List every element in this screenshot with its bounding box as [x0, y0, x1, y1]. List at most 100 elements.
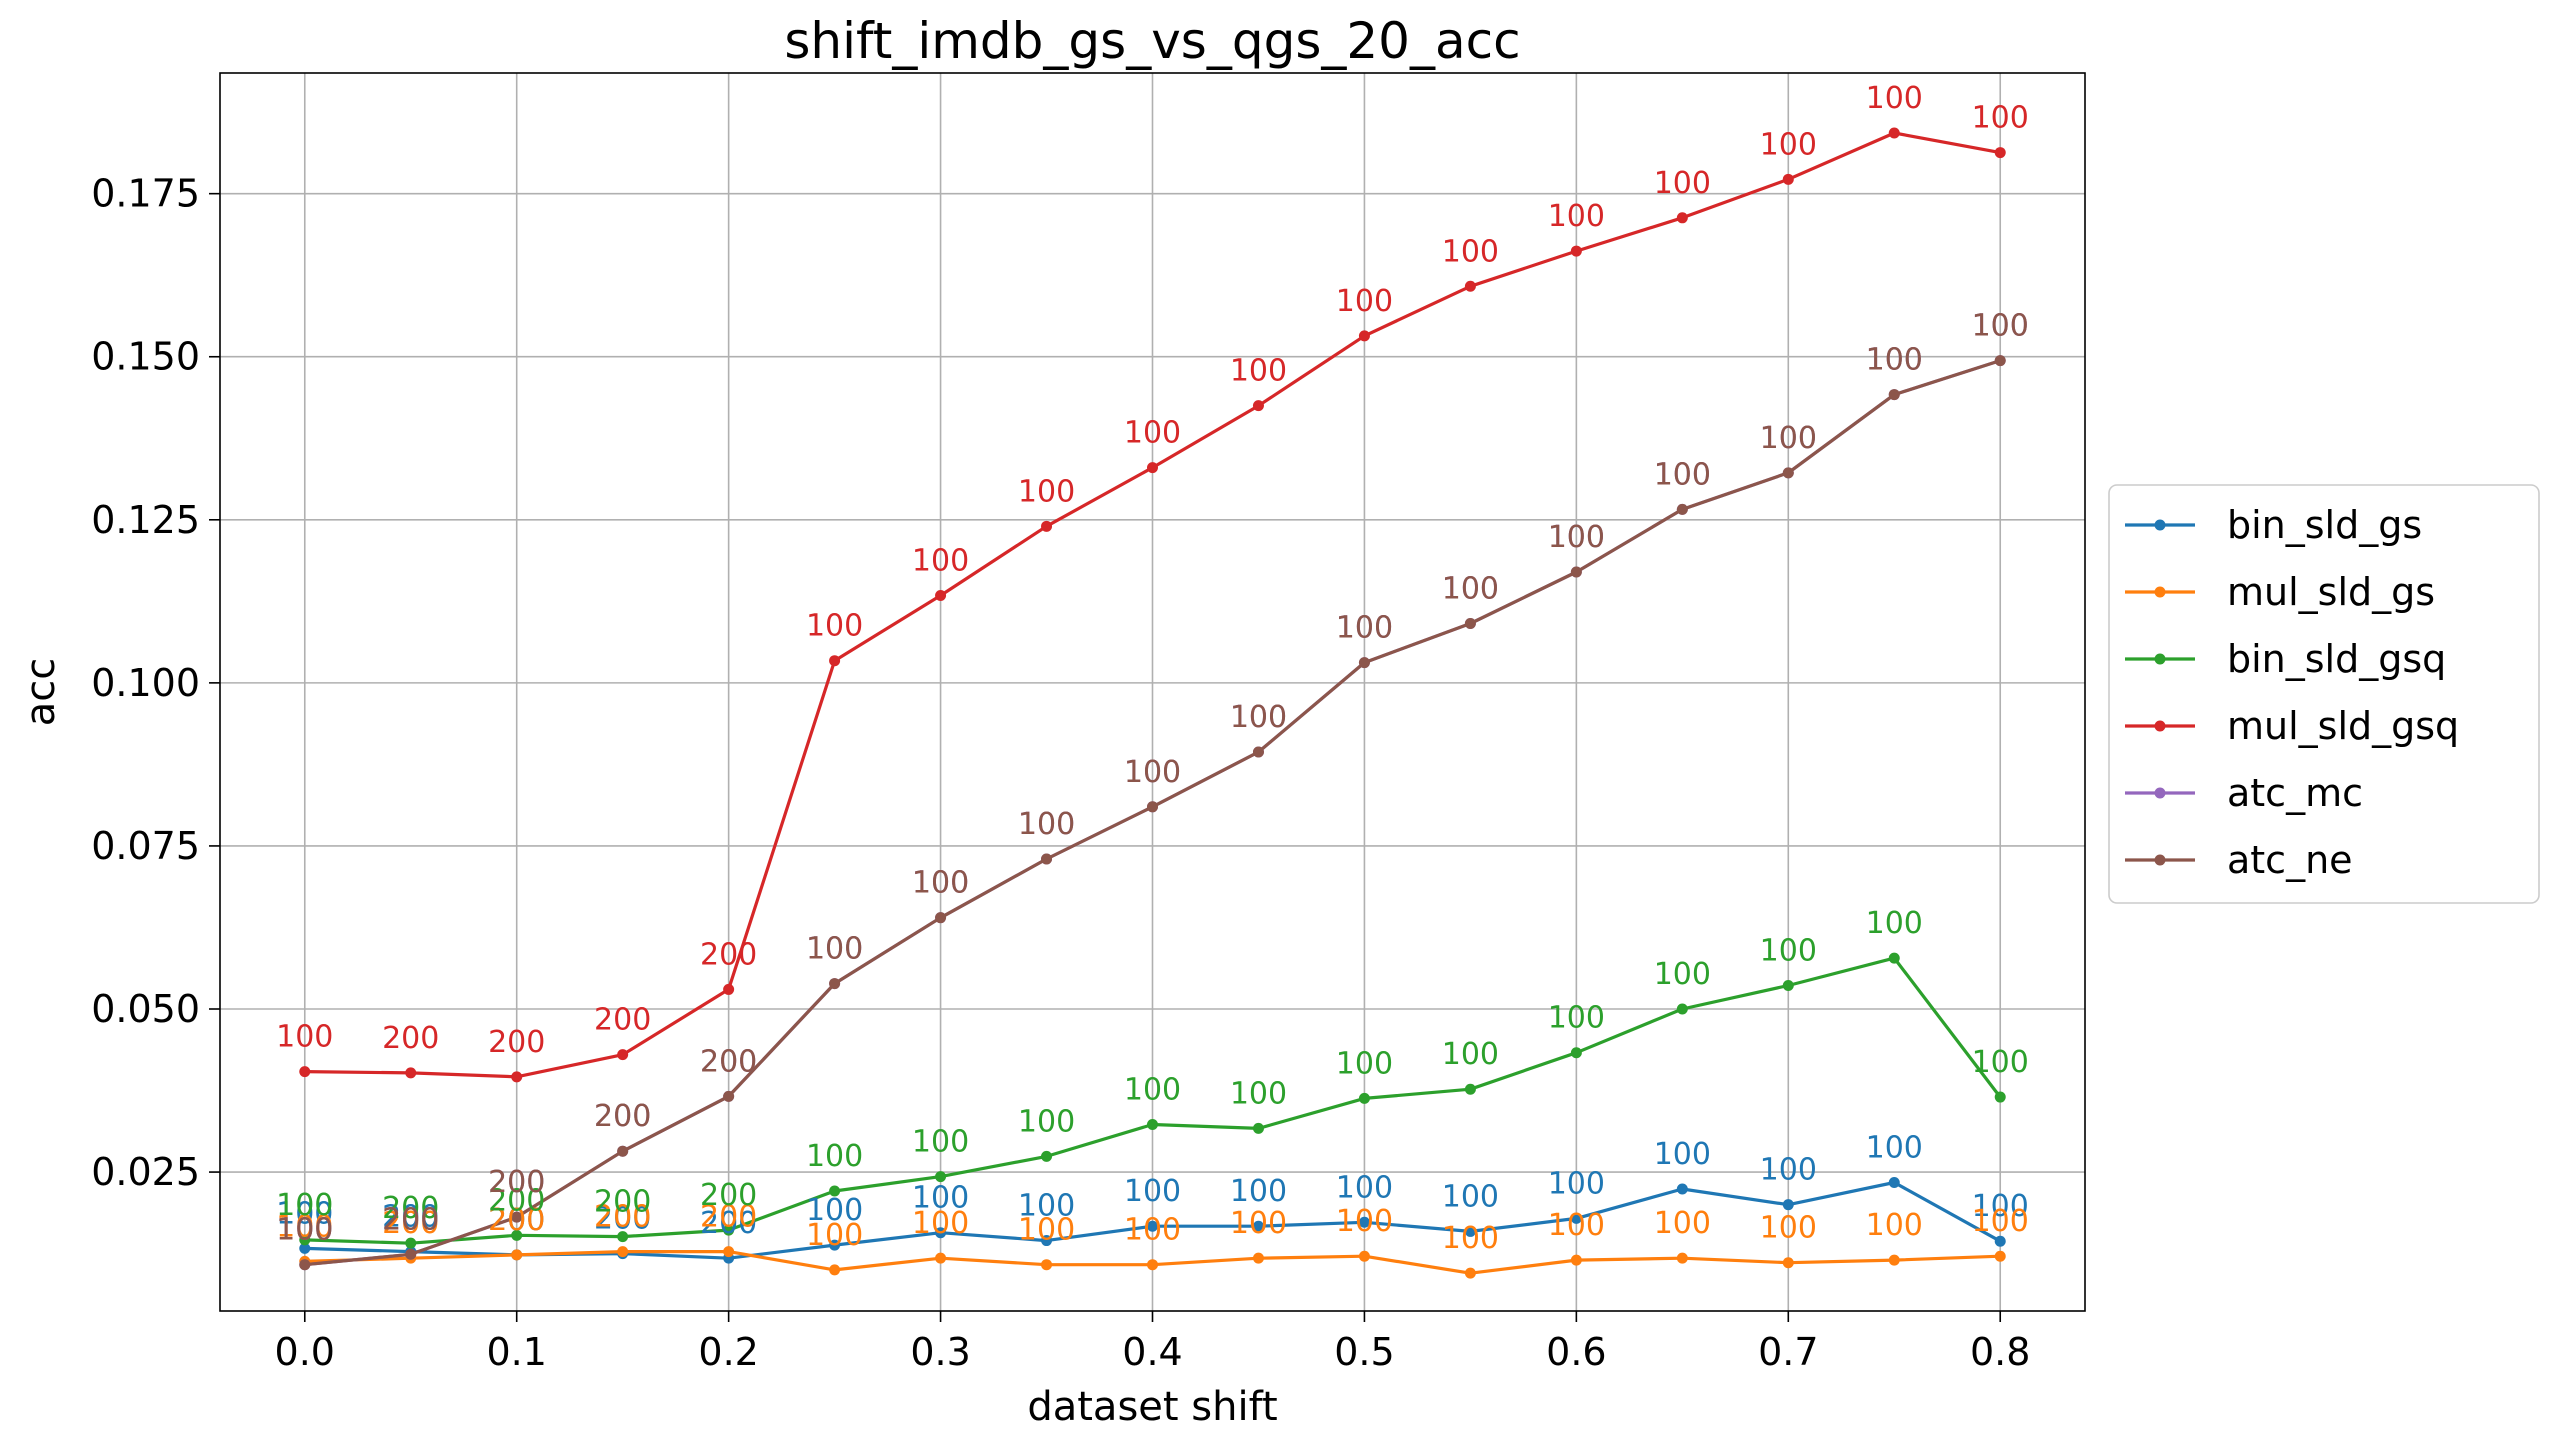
- data-point-atc_ne: [1782, 467, 1794, 479]
- data-point-atc_ne: [617, 1145, 629, 1157]
- data-point-mul_sld_gsq: [723, 983, 735, 995]
- data-label-mul_sld_gs: 100: [912, 1206, 969, 1241]
- data-label-atc_ne: 100: [1336, 611, 1393, 646]
- data-point-bin_sld_gs: [829, 1239, 841, 1251]
- data-point-bin_sld_gsq: [1888, 952, 1900, 964]
- data-label-mul_sld_gsq: 100: [1336, 284, 1393, 319]
- data-label-bin_sld_gsq: 100: [1336, 1046, 1393, 1081]
- data-point-atc_ne: [1252, 746, 1264, 758]
- x-tick-label: 0.1: [486, 1330, 546, 1374]
- y-tick-label: 0.050: [91, 987, 200, 1031]
- data-label-bin_sld_gs: 100: [912, 1181, 969, 1216]
- x-tick-label: 0.5: [1334, 1330, 1394, 1374]
- data-point-mul_sld_gs: [1147, 1259, 1158, 1271]
- data-label-mul_sld_gs: 200: [700, 1200, 757, 1235]
- data-point-atc_ne: [829, 978, 841, 990]
- data-point-mul_sld_gs: [935, 1252, 947, 1264]
- data-point-bin_sld_gsq: [1147, 1118, 1158, 1130]
- data-label-atc_ne: 100: [1230, 700, 1287, 735]
- data-label-atc_ne: 100: [1442, 572, 1499, 607]
- data-label-atc_ne: 100: [1972, 309, 2029, 344]
- data-point-bin_sld_gsq: [1464, 1083, 1476, 1095]
- data-label-bin_sld_gsq: 100: [1654, 957, 1711, 992]
- data-label-mul_sld_gsq: 200: [488, 1025, 545, 1060]
- data-point-mul_sld_gsq: [1888, 127, 1900, 139]
- legend-label-mul_sld_gsq: mul_sld_gsq: [2227, 704, 2459, 748]
- data-point-bin_sld_gsq: [1782, 980, 1794, 992]
- y-tick-label: 0.075: [91, 824, 200, 868]
- data-point-mul_sld_gs: [1676, 1252, 1688, 1264]
- legend-marker-atc_ne: [2154, 854, 2166, 866]
- y-tick-label: 0.125: [91, 498, 200, 542]
- x-tick-label: 0.3: [910, 1330, 970, 1374]
- data-label-atc_ne: 100: [1760, 421, 1817, 456]
- data-point-bin_sld_gsq: [405, 1237, 417, 1249]
- data-point-mul_sld_gsq: [1994, 147, 2006, 159]
- data-label-atc_ne: 100: [276, 1213, 333, 1248]
- data-label-mul_sld_gsq: 100: [1548, 199, 1605, 234]
- legend-marker-bin_sld_gs: [2154, 519, 2166, 531]
- legend-label-bin_sld_gs: bin_sld_gs: [2227, 503, 2422, 547]
- data-label-mul_sld_gs: 200: [488, 1203, 545, 1238]
- data-point-atc_ne: [405, 1248, 417, 1260]
- data-label-atc_mc: 200: [488, 1165, 545, 1200]
- data-labels-atc_ne: 100 2002002002001001001001001001001001001…: [276, 309, 2029, 1248]
- data-label-mul_sld_gs: 100: [276, 1209, 333, 1244]
- data-label-bin_sld_gs: 200: [594, 1202, 651, 1237]
- data-label-mul_sld_gsq: 100: [1654, 166, 1711, 201]
- data-point-bin_sld_gs: [1888, 1177, 1900, 1189]
- data-point-atc_ne: [1041, 853, 1053, 865]
- data-point-mul_sld_gs: [1252, 1252, 1264, 1264]
- data-point-mul_sld_gs: [723, 1246, 735, 1258]
- data-label-bin_sld_gs: 100: [1230, 1174, 1287, 1209]
- data-label-atc_ne: 100: [1548, 520, 1605, 555]
- data-point-bin_sld_gs: [935, 1227, 947, 1239]
- x-tick-label: 0.4: [1122, 1330, 1182, 1374]
- data-point-mul_sld_gsq: [1358, 330, 1370, 342]
- y-axis-label: acc: [18, 658, 64, 727]
- data-label-bin_sld_gsq: 100: [1548, 1001, 1605, 1036]
- data-point-mul_sld_gs: [1041, 1259, 1053, 1271]
- data-label-mul_sld_gsq: 200: [382, 1021, 439, 1056]
- data-point-atc_ne: [511, 1211, 523, 1223]
- data-label-mul_sld_gs: 100: [1018, 1213, 1075, 1248]
- data-label-bin_sld_gsq: 100: [1760, 934, 1817, 969]
- data-label-bin_sld_gs: 100: [1548, 1166, 1605, 1201]
- data-label-atc_mc: 100: [912, 866, 969, 901]
- y-tick-label: 0.150: [91, 335, 200, 379]
- data-point-mul_sld_gsq: [299, 1066, 311, 1078]
- data-label-bin_sld_gs: 100: [1018, 1189, 1075, 1224]
- legend-label-atc_mc: atc_mc: [2227, 771, 2363, 815]
- data-point-mul_sld_gsq: [1147, 462, 1158, 474]
- data-point-bin_sld_gs: [1676, 1183, 1688, 1195]
- legend-label-bin_sld_gsq: bin_sld_gsq: [2227, 637, 2446, 681]
- data-label-mul_sld_gs: 100: [1654, 1206, 1711, 1241]
- data-label-bin_sld_gs: 100: [1972, 1189, 2029, 1224]
- data-label-bin_sld_gs: 100: [806, 1193, 863, 1228]
- data-label-bin_sld_gsq: 100: [1866, 906, 1923, 941]
- data-point-mul_sld_gsq: [935, 589, 947, 601]
- data-label-bin_sld_gsq: 200: [488, 1183, 545, 1218]
- data-label-atc_mc: 200: [382, 1202, 439, 1237]
- data-label-bin_sld_gs: 100: [1336, 1170, 1393, 1205]
- data-point-mul_sld_gsq: [1464, 280, 1476, 292]
- data-label-atc_ne: 100: [1124, 755, 1181, 790]
- series-mul_sld_gsq: [299, 127, 2006, 1083]
- x-axis-label: dataset shift: [1027, 1384, 1277, 1430]
- data-label-mul_sld_gs: 100: [806, 1218, 863, 1253]
- data-point-bin_sld_gsq: [617, 1231, 629, 1243]
- y-tick-label: 0.175: [91, 172, 200, 216]
- data-label-bin_sld_gs: 100: [1124, 1174, 1181, 1209]
- data-point-mul_sld_gs: [1570, 1254, 1582, 1266]
- data-point-bin_sld_gsq: [935, 1171, 947, 1183]
- series-atc_ne: [299, 355, 2006, 1271]
- legend: bin_sld_gs mul_sld_gs bin_sld_gsq mul_sld_g…: [2108, 484, 2540, 904]
- data-point-atc_ne: [1147, 801, 1158, 813]
- data-label-atc_mc: 100: [1442, 572, 1499, 607]
- data-label-bin_sld_gsq: 100: [912, 1125, 969, 1160]
- data-label-mul_sld_gsq: 100: [1018, 474, 1075, 509]
- data-point-mul_sld_gsq: [1041, 520, 1053, 532]
- data-label-bin_sld_gsq: 100: [1230, 1076, 1287, 1111]
- data-label-atc_mc: 100: [1654, 457, 1711, 492]
